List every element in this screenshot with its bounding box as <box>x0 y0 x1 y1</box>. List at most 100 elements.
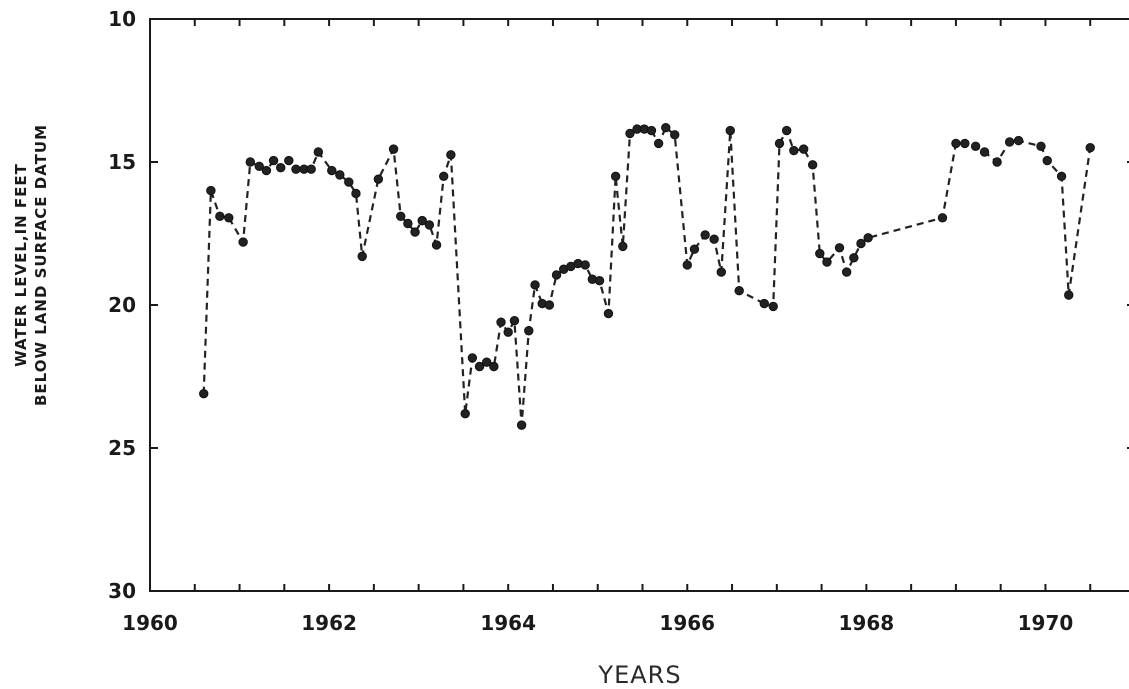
data-point <box>544 300 555 310</box>
data-point <box>670 130 680 140</box>
data-point <box>467 353 478 363</box>
data-point <box>313 147 324 157</box>
data-point <box>1004 137 1015 147</box>
data-point <box>700 230 710 240</box>
data-point <box>725 125 735 136</box>
data-point <box>734 286 744 296</box>
x-axis-title: YEARS <box>597 661 681 689</box>
data-point <box>344 177 354 187</box>
data-point <box>254 161 264 171</box>
data-point <box>474 361 485 372</box>
data-point <box>503 327 513 337</box>
data-point <box>960 138 970 149</box>
data-point <box>496 317 506 327</box>
data-point <box>335 170 345 180</box>
data-point <box>856 238 866 249</box>
data-point <box>373 174 384 184</box>
y-tick-label: 10 <box>108 7 136 31</box>
data-point <box>1064 290 1074 300</box>
data-point <box>351 188 361 199</box>
y-tick-label: 25 <box>108 436 136 460</box>
x-axis-tick-labels: 1960 1962 1964 1966 1968 1970 <box>122 611 1073 635</box>
data-point <box>215 211 225 222</box>
data-point <box>610 171 621 182</box>
data-point <box>682 260 692 270</box>
data-point <box>1036 141 1046 151</box>
y-axis-title-line-1: WATER LEVEL,IN FEET <box>12 163 30 367</box>
x-tick-label: 1960 <box>122 611 178 635</box>
data-point <box>768 301 778 312</box>
data-point <box>261 165 272 176</box>
data-point <box>625 128 635 139</box>
x-tick-label: 1970 <box>1018 611 1074 635</box>
data-point <box>774 138 785 149</box>
x-tick-label: 1962 <box>301 611 357 635</box>
data-point <box>841 267 852 277</box>
data-point <box>388 144 399 154</box>
data-point <box>460 408 470 419</box>
data-point <box>1013 135 1024 146</box>
data-point <box>530 280 540 290</box>
y-axis-title-line-2: BELOW LAND SURFACE DATUM <box>32 124 50 406</box>
data-point <box>970 141 981 151</box>
y-tick-label: 30 <box>108 579 136 603</box>
data-point <box>284 155 294 166</box>
data-point <box>951 138 961 149</box>
data-point <box>551 270 562 280</box>
data-point <box>1042 155 1052 166</box>
data-point <box>781 125 792 136</box>
data-point <box>1056 171 1067 182</box>
x-tick-label: 1968 <box>839 611 895 635</box>
data-point <box>306 164 316 174</box>
y-axis-ticks <box>150 18 1129 592</box>
data-point <box>516 420 527 430</box>
data-point <box>646 125 657 136</box>
plot-frame <box>149 18 1129 592</box>
data-point <box>653 138 664 149</box>
x-axis-ticks <box>149 19 1092 591</box>
data-point <box>291 164 301 174</box>
data-point <box>439 171 449 182</box>
data-point <box>849 253 859 263</box>
x-tick-label: 1964 <box>480 611 536 635</box>
data-point <box>431 240 442 250</box>
data-point <box>759 298 769 309</box>
y-tick-label: 20 <box>108 293 136 317</box>
data-point <box>709 234 719 244</box>
data-point <box>863 233 873 243</box>
data-point <box>481 357 492 367</box>
data-point <box>238 237 248 247</box>
data-point <box>618 241 628 252</box>
data-point <box>410 227 420 237</box>
data-point <box>276 163 286 173</box>
data-point <box>798 144 809 154</box>
data-point <box>403 218 413 229</box>
data-point <box>937 213 948 223</box>
data-point <box>603 308 614 319</box>
data-point <box>834 243 845 253</box>
data-point <box>689 244 700 254</box>
data-point <box>417 215 427 226</box>
data-point <box>509 316 520 326</box>
data-point <box>446 150 456 160</box>
y-tick-label: 15 <box>108 150 136 174</box>
data-point <box>357 251 367 262</box>
x-tick-label: 1966 <box>659 611 715 635</box>
data-point <box>822 257 832 267</box>
data-point <box>580 260 590 270</box>
data-point <box>992 157 1002 167</box>
data-point <box>245 157 255 167</box>
data-point <box>199 388 209 399</box>
data-point <box>268 155 279 166</box>
data-point <box>224 213 234 223</box>
data-point <box>327 165 337 176</box>
data-point <box>815 248 825 259</box>
data-point <box>661 122 671 133</box>
data-point <box>716 267 726 277</box>
data-point <box>1085 143 1095 153</box>
y-axis-tick-labels: 10 15 20 25 30 <box>108 7 136 603</box>
data-point <box>424 220 435 230</box>
data-point <box>524 326 534 336</box>
data-point <box>396 211 406 222</box>
